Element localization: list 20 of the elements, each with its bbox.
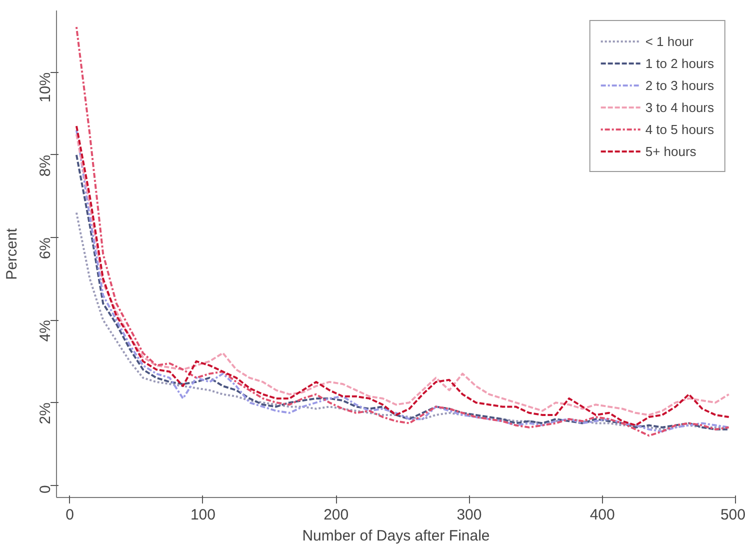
legend-label: 1 to 2 hours bbox=[645, 56, 714, 70]
x-tick-label: 400 bbox=[590, 506, 615, 524]
y-tick-label: 8% bbox=[37, 154, 54, 177]
x-tick-label: 0 bbox=[66, 506, 74, 524]
y-axis-title: Percent bbox=[4, 227, 20, 280]
y-tick-label: 0 bbox=[37, 485, 54, 494]
x-tick-label: 300 bbox=[456, 506, 482, 524]
legend-label: 4 to 5 hours bbox=[645, 122, 714, 136]
legend-label: 3 to 4 hours bbox=[645, 100, 714, 114]
legend-label: 5+ hours bbox=[645, 144, 696, 158]
x-tick-label: 200 bbox=[324, 506, 349, 524]
x-tick-label: 500 bbox=[720, 506, 745, 524]
y-tick-label: 6% bbox=[37, 237, 54, 260]
y-tick-label: 2% bbox=[37, 402, 54, 424]
legend-label: < 1 hour bbox=[645, 34, 694, 48]
y-tick-label: 10% bbox=[37, 72, 54, 102]
y-tick-label: 4% bbox=[37, 320, 54, 342]
x-tick-label: 100 bbox=[190, 506, 216, 524]
x-axis-title: Number of Days after Finale bbox=[302, 528, 490, 544]
legend-label: 2 to 3 hours bbox=[645, 78, 714, 92]
